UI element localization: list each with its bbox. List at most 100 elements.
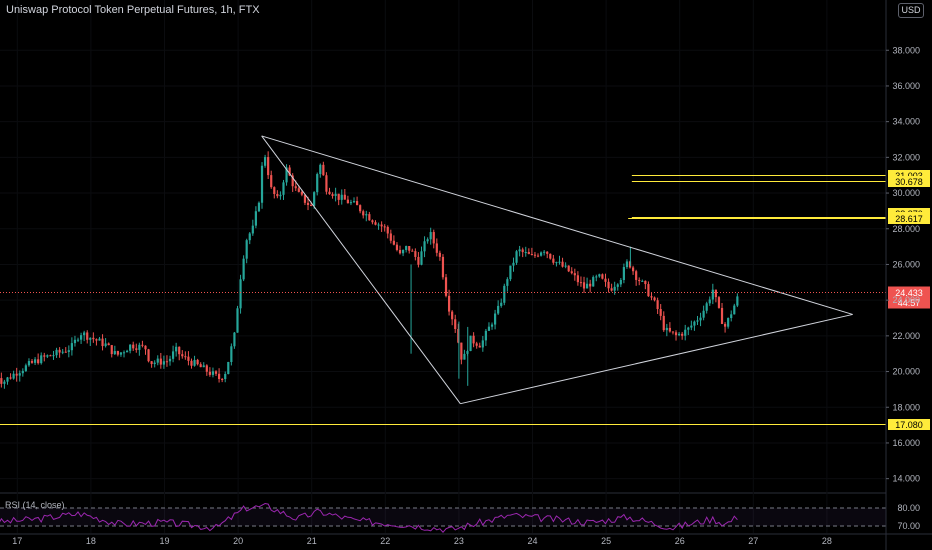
candle-down <box>653 296 656 302</box>
candle-up <box>104 338 107 348</box>
time-tick-label: 18 <box>86 536 96 546</box>
candle-body <box>325 175 328 192</box>
candle-down <box>9 373 12 380</box>
candle-down <box>671 331 675 335</box>
candle-body <box>696 320 699 322</box>
candle-body <box>214 371 218 374</box>
candle-body <box>530 254 533 256</box>
candle-up <box>73 335 77 347</box>
candle-body <box>659 308 662 316</box>
candle-down <box>43 352 46 362</box>
candle-body <box>386 226 389 234</box>
candle-down <box>273 186 276 199</box>
candle-down <box>86 330 89 344</box>
candle-body <box>392 240 395 245</box>
candle-down <box>527 248 530 255</box>
candle-up <box>138 342 141 356</box>
candle-body <box>313 192 316 206</box>
candle-up <box>622 263 625 284</box>
candle-body <box>377 224 380 226</box>
candle-body <box>150 361 153 365</box>
candle-body <box>598 274 601 277</box>
candle-body <box>656 300 659 309</box>
candle-down <box>135 343 138 353</box>
candle-down <box>432 229 435 249</box>
candle-up <box>555 261 558 267</box>
candle-up <box>665 323 668 337</box>
candle-up <box>24 363 27 372</box>
candle-body <box>607 281 610 289</box>
candle-up <box>730 310 733 322</box>
rsi-indicator-label[interactable]: RSI (14, close) <box>5 500 65 510</box>
price-tick-label: 18.000 <box>892 402 920 412</box>
time-tick-label: 24 <box>527 536 537 546</box>
candle-up <box>352 197 356 204</box>
candle-body <box>573 273 576 276</box>
candle-up <box>236 305 239 333</box>
price-tick-label: 28.000 <box>892 224 920 234</box>
candle-body <box>444 277 448 296</box>
candle-body <box>343 194 346 200</box>
candle-up <box>484 328 487 346</box>
candle-down <box>441 254 445 280</box>
candle-body <box>723 323 727 327</box>
triangle-drawing[interactable] <box>261 135 853 405</box>
triangle-upper-trendline[interactable] <box>261 135 853 315</box>
candle-body <box>125 350 129 353</box>
candle-down <box>533 251 537 258</box>
level-price-label: 17.080 <box>895 420 923 430</box>
candle-up <box>239 274 242 314</box>
candle-body <box>230 346 233 363</box>
candle-down <box>355 196 359 206</box>
candle-up <box>585 277 589 289</box>
candle-body <box>294 186 297 189</box>
currency-button[interactable]: USD <box>898 3 924 18</box>
candle-body <box>263 157 267 166</box>
candle-body <box>178 346 181 355</box>
candle-down <box>267 151 270 179</box>
candle-body <box>138 344 141 350</box>
time-tick-label: 28 <box>822 536 832 546</box>
candle-up <box>70 337 73 356</box>
candle-up <box>365 210 368 222</box>
candle-body <box>175 346 178 352</box>
candle-body <box>383 226 386 228</box>
candle-body <box>512 262 515 266</box>
candle-body <box>328 191 331 195</box>
time-tick-label: 27 <box>748 536 758 546</box>
candle-body <box>110 345 113 355</box>
candle-up <box>129 344 132 354</box>
candle-body <box>165 361 169 363</box>
candle-body <box>76 339 80 341</box>
candle-body <box>67 350 70 352</box>
candle-body <box>395 244 399 250</box>
candle-body <box>113 351 116 355</box>
candle-up <box>153 360 156 368</box>
triangle-lower-trendline[interactable] <box>460 313 853 405</box>
candle-body <box>70 343 73 351</box>
price-tick-label: 30.000 <box>892 188 920 198</box>
candle-body <box>457 329 460 343</box>
candle-up <box>509 265 512 282</box>
candle-down <box>638 277 641 286</box>
candle-body <box>435 243 438 253</box>
candle-body <box>187 356 190 361</box>
candle-body <box>592 277 595 287</box>
candle-body <box>720 307 724 324</box>
candle-down <box>668 322 671 333</box>
triangle-base-line[interactable] <box>261 135 461 404</box>
level-price-label: 30.678 <box>895 177 923 187</box>
candle-down <box>631 265 635 275</box>
candle-body <box>316 174 319 193</box>
candle-up <box>285 164 288 186</box>
candle-down <box>635 269 638 286</box>
level-price-label: 28.617 <box>895 214 923 224</box>
candle-up <box>334 187 337 202</box>
time-tick-label: 19 <box>159 536 169 546</box>
candle-down <box>662 311 665 332</box>
candle-body <box>245 240 248 259</box>
candle-body <box>417 256 420 265</box>
candle-body <box>438 252 441 257</box>
